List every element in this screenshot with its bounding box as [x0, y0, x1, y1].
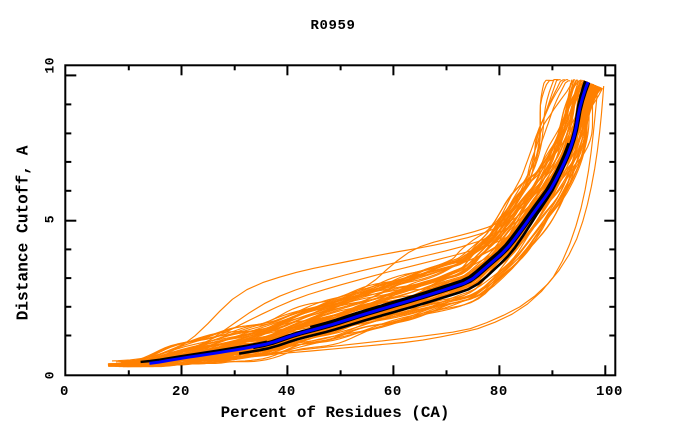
- svg-text:R0959: R0959: [310, 18, 355, 34]
- svg-text:Distance Cutoff, A: Distance Cutoff, A: [15, 145, 33, 320]
- svg-text:0: 0: [60, 384, 69, 400]
- svg-text:10: 10: [43, 57, 58, 74]
- svg-text:20: 20: [172, 384, 190, 400]
- svg-text:40: 40: [278, 384, 296, 400]
- svg-text:Percent of Residues (CA): Percent of Residues (CA): [221, 404, 450, 422]
- svg-text:80: 80: [490, 384, 508, 400]
- svg-text:100: 100: [596, 384, 623, 400]
- svg-text:60: 60: [384, 384, 402, 400]
- svg-text:5: 5: [43, 215, 58, 223]
- svg-text:0: 0: [43, 371, 58, 379]
